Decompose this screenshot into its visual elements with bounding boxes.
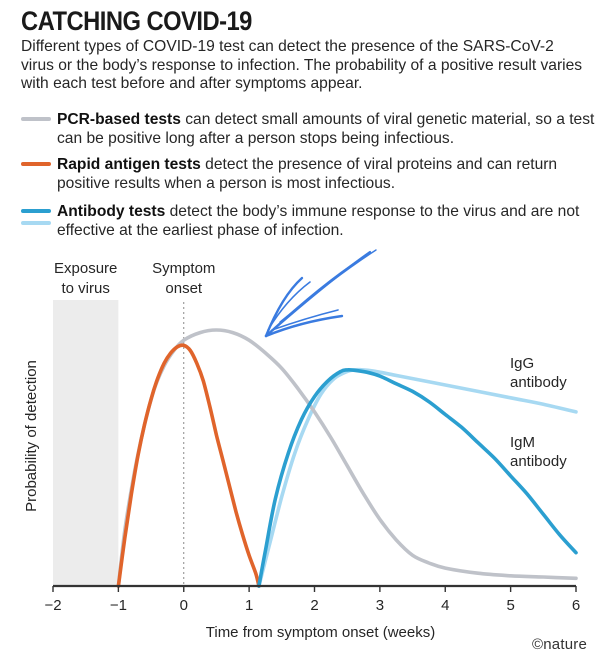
series-labels: IgM antibody IgG antibody — [510, 355, 567, 470]
legend-swatch-pcr — [21, 110, 57, 128]
annotation-label-0-line-0: Exposure — [54, 260, 117, 277]
annotation-label-0-line-1: to virus — [62, 280, 110, 297]
series-layer — [116, 328, 578, 588]
x-tick-label: 4 — [441, 597, 449, 614]
page-title: CATCHING COVID-19 — [21, 6, 252, 36]
nature-credit: ©nature — [532, 636, 587, 653]
series-label-igg-line-0: IgG — [510, 355, 534, 372]
series-line-igm — [257, 368, 578, 588]
series-label-igm-line-1: antibody — [510, 453, 567, 470]
x-axis-label: Time from symptom onset (weeks) — [206, 624, 436, 641]
legend-bold-antibody: Antibody tests — [57, 203, 166, 220]
legend-bold-pcr: PCR-based tests — [57, 111, 181, 128]
y-axis-label: Probability of detection — [23, 360, 40, 512]
x-ticks: −2 −1 0 1 2 3 4 5 6 — [44, 586, 580, 614]
legend-item-pcr: PCR-based tests can detect small amounts… — [21, 110, 596, 148]
exposure-band — [53, 300, 119, 586]
legend-swatch-antibody — [21, 202, 57, 225]
legend-text-antigen: Rapid antigen tests detect the presence … — [57, 155, 596, 193]
legend-text-antibody: Antibody tests detect the body’s immune … — [57, 202, 596, 240]
x-tick-label: 1 — [245, 597, 253, 614]
legend-desc-antibody: detect the body’s immune response to the… — [57, 203, 580, 239]
x-tick-label: −2 — [44, 597, 61, 614]
x-tick-label: 6 — [572, 597, 580, 614]
legend-text-pcr: PCR-based tests can detect small amounts… — [57, 110, 596, 148]
series-label-igg-line-1: antibody — [510, 374, 567, 391]
x-tick-label: 0 — [180, 597, 188, 614]
x-tick-label: 3 — [376, 597, 384, 614]
x-tick-label: 5 — [506, 597, 514, 614]
series-label-igm-line-0: IgM — [510, 434, 535, 451]
page-subtitle: Different types of COVID-19 test can det… — [21, 38, 583, 92]
legend-item-antigen: Rapid antigen tests detect the presence … — [21, 155, 596, 193]
annotation-labels: Exposure to virus Symptom onset — [54, 260, 215, 297]
x-tick-label: −1 — [110, 597, 127, 614]
legend-item-antibody: Antibody tests detect the body’s immune … — [21, 202, 596, 240]
x-tick-label: 2 — [310, 597, 318, 614]
annotation-label-1-line-0: Symptom — [152, 260, 215, 277]
legend-desc-antigen: detect the presence of viral proteins an… — [57, 156, 558, 192]
series-line-antigen — [116, 343, 261, 588]
legend-desc-pcr: can detect small amounts of viral geneti… — [57, 111, 595, 147]
annotation-label-1-line-1: onset — [165, 280, 203, 297]
legend-swatch-antigen — [21, 155, 57, 173]
legend-bold-antigen: Rapid antigen tests — [57, 156, 201, 173]
hand-drawn-arrow-icon — [264, 249, 377, 338]
